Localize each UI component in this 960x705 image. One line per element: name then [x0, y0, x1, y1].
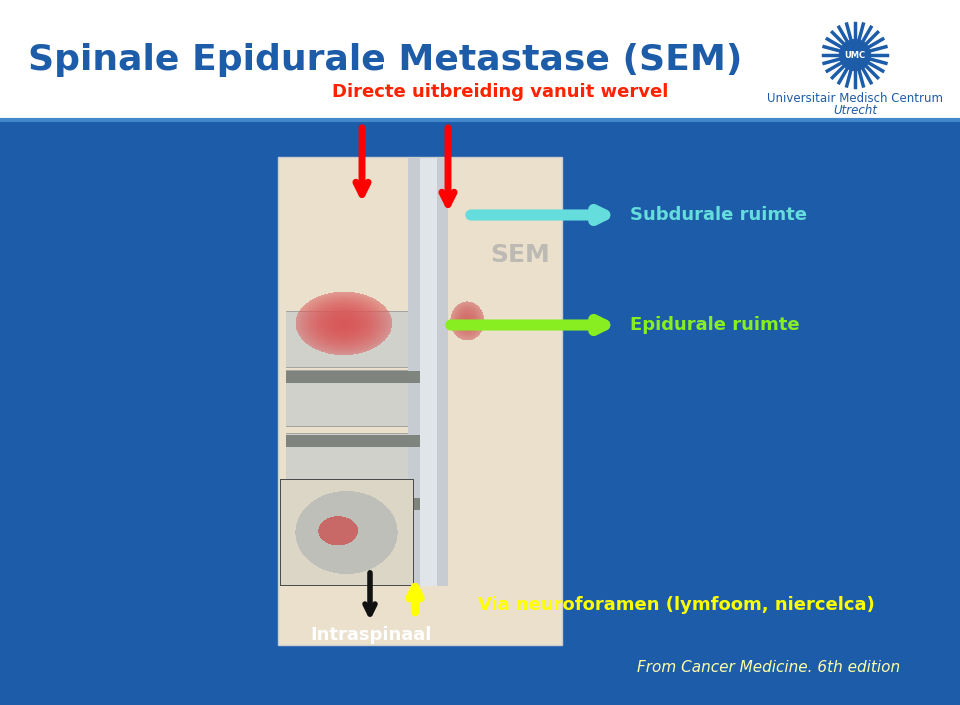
Text: Directe uitbreiding vanuit wervel: Directe uitbreiding vanuit wervel: [332, 83, 668, 101]
Text: Utrecht: Utrecht: [833, 104, 877, 116]
Text: SEM: SEM: [490, 243, 550, 267]
Text: Via neuroforamen (lymfoom, niercelca): Via neuroforamen (lymfoom, niercelca): [478, 596, 875, 614]
Text: Spinale Epidurale Metastase (SEM): Spinale Epidurale Metastase (SEM): [28, 43, 742, 77]
Text: UMC: UMC: [845, 51, 866, 59]
Bar: [278, 157, 562, 645]
Text: Epidurale ruimte: Epidurale ruimte: [630, 316, 800, 334]
Text: From Cancer Medicine. 6th edition: From Cancer Medicine. 6th edition: [636, 659, 900, 675]
Text: Intraspinaal: Intraspinaal: [310, 626, 431, 644]
Text: Universitair Medisch Centrum: Universitair Medisch Centrum: [767, 92, 943, 104]
Circle shape: [840, 39, 871, 70]
Bar: [0, 0, 960, 120]
Text: Subdurale ruimte: Subdurale ruimte: [630, 206, 807, 224]
Bar: [0, 120, 960, 705]
